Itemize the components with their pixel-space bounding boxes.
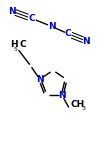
Text: N: N <box>48 22 56 31</box>
Text: N: N <box>36 75 44 84</box>
Text: H: H <box>10 40 18 49</box>
Text: 5: 5 <box>14 48 18 52</box>
Text: C: C <box>28 14 35 23</box>
Text: 3: 3 <box>82 106 86 111</box>
Text: C: C <box>20 40 26 49</box>
Text: N: N <box>8 7 15 16</box>
Text: CH: CH <box>70 100 84 109</box>
Text: N: N <box>58 91 66 100</box>
Text: N: N <box>83 37 90 46</box>
Text: C: C <box>65 29 72 38</box>
